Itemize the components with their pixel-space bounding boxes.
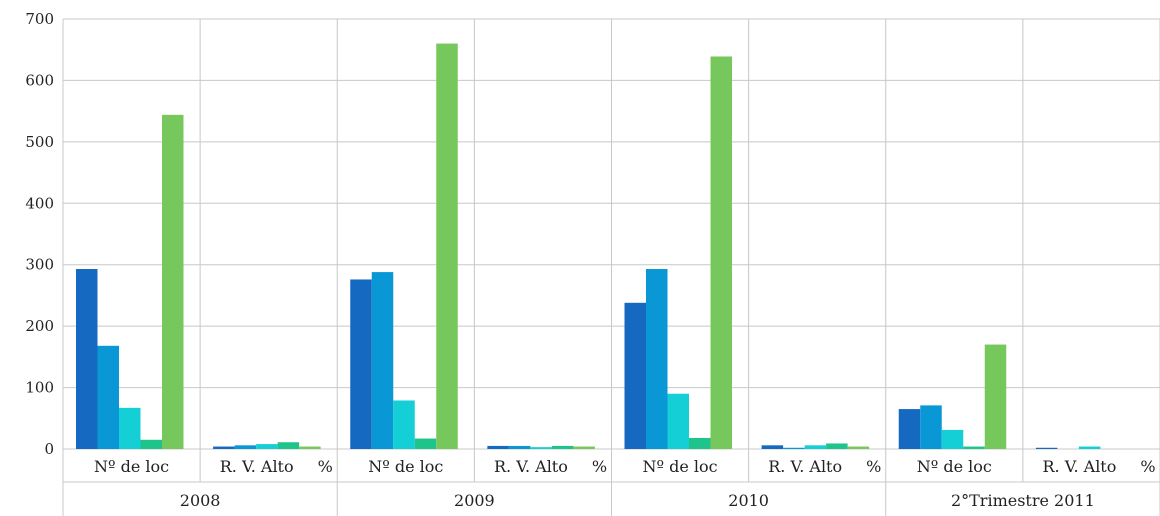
x-group-label: 2009 — [454, 491, 495, 510]
x-group-label: 2008 — [180, 491, 221, 510]
y-tick-label: 0 — [44, 440, 54, 458]
bar — [119, 407, 141, 449]
x-category-suffix: % — [866, 457, 881, 476]
bar — [234, 445, 257, 449]
y-tick-label: 700 — [25, 10, 54, 28]
bar — [213, 446, 235, 449]
bar — [436, 43, 458, 449]
bar — [350, 279, 372, 449]
bar — [140, 439, 162, 449]
bar — [508, 445, 531, 449]
x-category-label: Nº de loc — [917, 457, 992, 476]
y-tick-label: 200 — [25, 317, 54, 335]
x-category-label: R. V. Alto — [494, 457, 568, 476]
bar — [162, 114, 184, 449]
bar — [277, 442, 300, 449]
bar — [984, 344, 1007, 449]
bar — [761, 445, 784, 449]
bar — [97, 345, 119, 449]
x-axis: Nº de loc R. V. Alto % 2008 Nº de loc R. V. A… — [94, 457, 1156, 510]
bar — [371, 272, 394, 449]
bar — [920, 405, 942, 449]
x-group-label: 2010 — [728, 491, 769, 510]
bar — [393, 400, 415, 449]
y-tick-label: 600 — [25, 71, 54, 89]
bar — [804, 445, 827, 449]
bar — [414, 438, 437, 449]
y-axis: 0 100 200 300 400 500 600 700 — [25, 10, 54, 458]
y-tick-label: 500 — [25, 133, 54, 151]
bar — [487, 445, 509, 449]
x-category-label: R. V. Alto — [1042, 457, 1116, 476]
bars — [76, 43, 1101, 449]
bar — [783, 447, 805, 449]
gridlines — [62, 18, 1160, 516]
y-tick-label: 100 — [25, 379, 54, 397]
bar — [667, 393, 689, 449]
x-category-suffix: % — [318, 457, 333, 476]
x-group-label: 2°Trimestre 2011 — [951, 491, 1095, 510]
bar — [76, 269, 98, 449]
x-category-suffix: % — [1140, 457, 1155, 476]
x-category-label: Nº de loc — [368, 457, 443, 476]
x-category-label: R. V. Alto — [220, 457, 294, 476]
x-category-label: Nº de loc — [94, 457, 169, 476]
bar — [551, 445, 574, 449]
bar — [710, 56, 732, 449]
x-category-label: Nº de loc — [643, 457, 718, 476]
x-category-suffix: % — [592, 457, 607, 476]
y-tick-label: 400 — [25, 194, 54, 212]
bar — [847, 446, 870, 449]
bar — [256, 444, 278, 449]
y-tick-label: 300 — [25, 256, 54, 274]
bar — [941, 429, 964, 449]
bar — [573, 446, 595, 449]
bar — [689, 437, 711, 449]
bar — [530, 447, 552, 449]
bar — [826, 443, 848, 449]
bar — [646, 269, 668, 449]
bar — [299, 446, 321, 449]
bar — [1035, 447, 1058, 449]
bar — [898, 409, 921, 449]
x-category-label: R. V. Alto — [768, 457, 842, 476]
bar — [1078, 446, 1101, 449]
bar — [624, 302, 646, 449]
bar — [963, 446, 985, 449]
